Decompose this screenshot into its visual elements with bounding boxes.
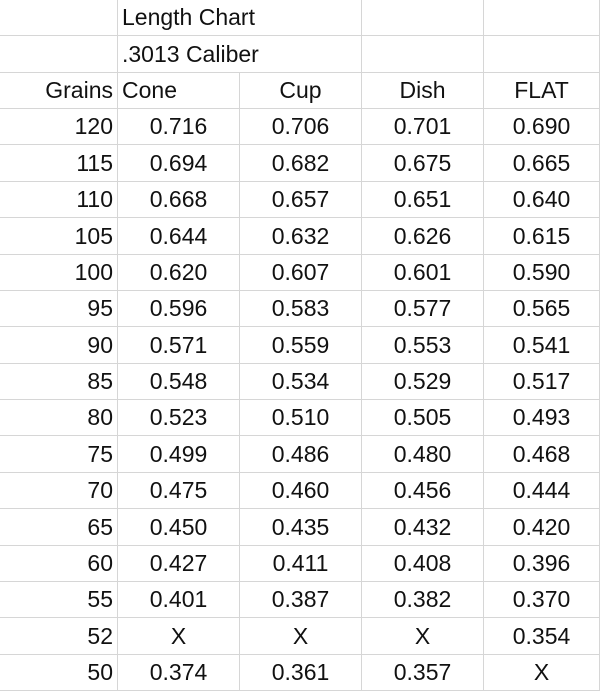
grains-cell: 60 xyxy=(0,545,118,582)
value-cell: 0.460 xyxy=(240,472,362,510)
value-cell: 0.607 xyxy=(240,254,362,291)
value-cell: 0.632 xyxy=(240,218,362,255)
value-cell: 0.432 xyxy=(362,509,484,546)
value-cell: X xyxy=(484,654,600,691)
value-cell: 0.382 xyxy=(362,581,484,619)
empty-cell xyxy=(362,0,484,37)
value-cell: 0.396 xyxy=(484,545,600,582)
value-cell: 0.583 xyxy=(240,290,362,328)
value-cell: 0.682 xyxy=(240,145,362,182)
grains-cell: 120 xyxy=(0,109,118,146)
value-cell: 0.640 xyxy=(484,181,600,219)
value-cell: 0.374 xyxy=(118,654,240,691)
empty-cell xyxy=(0,36,118,73)
grains-cell: 115 xyxy=(0,145,118,182)
value-cell: 0.548 xyxy=(118,363,240,401)
value-cell: 0.644 xyxy=(118,218,240,255)
value-cell: 0.701 xyxy=(362,109,484,146)
value-cell: 0.427 xyxy=(118,545,240,582)
value-cell: 0.435 xyxy=(240,509,362,546)
value-cell: 0.601 xyxy=(362,254,484,291)
value-cell: X xyxy=(118,618,240,655)
header-cell: Cup xyxy=(240,72,362,110)
header-cell: FLAT xyxy=(484,72,600,110)
grains-cell: 105 xyxy=(0,218,118,255)
value-cell: 0.620 xyxy=(118,254,240,291)
value-cell: 0.475 xyxy=(118,472,240,510)
value-cell: 0.657 xyxy=(240,181,362,219)
grains-cell: 100 xyxy=(0,254,118,291)
empty-cell xyxy=(362,36,484,73)
value-cell: 0.499 xyxy=(118,436,240,473)
grains-cell: 65 xyxy=(0,509,118,546)
value-cell: 0.505 xyxy=(362,400,484,437)
value-cell: 0.486 xyxy=(240,436,362,473)
value-cell: 0.626 xyxy=(362,218,484,255)
grains-cell: 55 xyxy=(0,581,118,619)
value-cell: 0.370 xyxy=(484,581,600,619)
value-cell: 0.706 xyxy=(240,109,362,146)
value-cell: 0.456 xyxy=(362,472,484,510)
value-cell: 0.387 xyxy=(240,581,362,619)
grains-cell: 50 xyxy=(0,654,118,691)
value-cell: 0.468 xyxy=(484,436,600,473)
value-cell: X xyxy=(240,618,362,655)
value-cell: 0.450 xyxy=(118,509,240,546)
value-cell: 0.411 xyxy=(240,545,362,582)
value-cell: 0.354 xyxy=(484,618,600,655)
grains-cell: 90 xyxy=(0,327,118,364)
value-cell: 0.401 xyxy=(118,581,240,619)
grains-cell: 70 xyxy=(0,472,118,510)
value-cell: 0.716 xyxy=(118,109,240,146)
value-cell: X xyxy=(362,618,484,655)
empty-cell xyxy=(0,0,118,37)
grains-cell: 75 xyxy=(0,436,118,473)
value-cell: 0.553 xyxy=(362,327,484,364)
grains-cell: 80 xyxy=(0,400,118,437)
empty-cell xyxy=(484,36,600,73)
value-cell: 0.675 xyxy=(362,145,484,182)
value-cell: 0.668 xyxy=(118,181,240,219)
grains-cell: 85 xyxy=(0,363,118,401)
value-cell: 0.534 xyxy=(240,363,362,401)
subtitle: .3013 Caliber xyxy=(118,36,362,73)
value-cell: 0.480 xyxy=(362,436,484,473)
grains-cell: 95 xyxy=(0,290,118,328)
value-cell: 0.541 xyxy=(484,327,600,364)
value-cell: 0.420 xyxy=(484,509,600,546)
value-cell: 0.596 xyxy=(118,290,240,328)
value-cell: 0.690 xyxy=(484,109,600,146)
value-cell: 0.444 xyxy=(484,472,600,510)
value-cell: 0.361 xyxy=(240,654,362,691)
value-cell: 0.665 xyxy=(484,145,600,182)
value-cell: 0.529 xyxy=(362,363,484,401)
empty-cell xyxy=(484,0,600,37)
value-cell: 0.565 xyxy=(484,290,600,328)
header-cell: Cone xyxy=(118,72,240,110)
value-cell: 0.577 xyxy=(362,290,484,328)
value-cell: 0.523 xyxy=(118,400,240,437)
value-cell: 0.408 xyxy=(362,545,484,582)
grains-cell: 110 xyxy=(0,181,118,219)
header-cell: Grains xyxy=(0,72,118,110)
value-cell: 0.571 xyxy=(118,327,240,364)
value-cell: 0.517 xyxy=(484,363,600,401)
header-cell: Dish xyxy=(362,72,484,110)
value-cell: 0.651 xyxy=(362,181,484,219)
value-cell: 0.590 xyxy=(484,254,600,291)
value-cell: 0.615 xyxy=(484,218,600,255)
value-cell: 0.493 xyxy=(484,400,600,437)
value-cell: 0.357 xyxy=(362,654,484,691)
value-cell: 0.559 xyxy=(240,327,362,364)
grains-cell: 52 xyxy=(0,618,118,655)
title: Length Chart xyxy=(118,0,362,37)
value-cell: 0.510 xyxy=(240,400,362,437)
value-cell: 0.694 xyxy=(118,145,240,182)
